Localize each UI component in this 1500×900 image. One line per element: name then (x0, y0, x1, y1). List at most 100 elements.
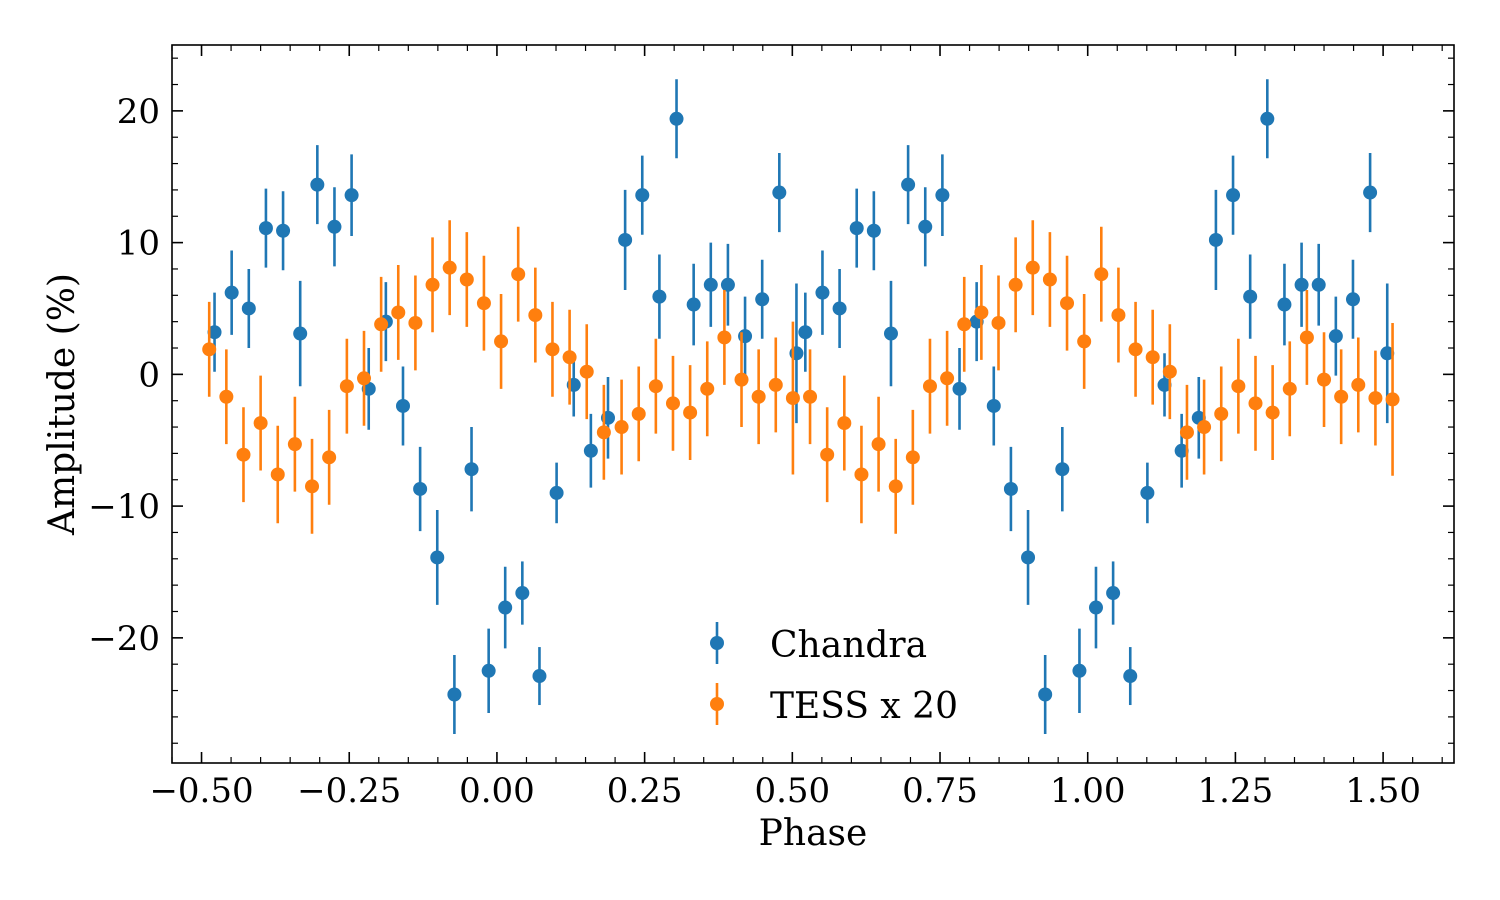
data-point (1060, 296, 1075, 311)
data-point (991, 315, 1006, 330)
data-point (1226, 188, 1241, 203)
data-point (918, 219, 933, 234)
data-point (1145, 350, 1160, 365)
data-point (669, 111, 684, 126)
data-point (1243, 289, 1258, 304)
data-point (224, 285, 239, 300)
data-point (310, 177, 325, 192)
data-point (583, 443, 598, 458)
data-point (219, 389, 234, 404)
data-point (344, 188, 359, 203)
data-point (1038, 687, 1053, 702)
data-point (772, 185, 787, 200)
data-point (1025, 260, 1040, 275)
data-point (1265, 405, 1280, 420)
y-axis-label: Amplitude (%) (42, 273, 83, 536)
x-tick-label: −0.50 (149, 771, 253, 811)
data-point (1328, 329, 1343, 344)
data-point (408, 315, 423, 330)
x-tick-label: 1.25 (1198, 771, 1274, 811)
data-point (498, 600, 513, 615)
x-tick-label: 1.00 (1050, 771, 1126, 811)
data-point (459, 272, 474, 287)
data-point (357, 371, 372, 386)
data-point (1077, 334, 1092, 349)
data-point (1311, 277, 1326, 292)
plot-frame (171, 44, 1455, 764)
y-tick-label: 0 (138, 355, 160, 395)
data-point (1140, 485, 1155, 500)
data-point (935, 188, 950, 203)
data-point (866, 223, 881, 238)
data-point (1008, 277, 1023, 292)
data-point (305, 479, 320, 494)
legend-entry-tess: TESS x 20 (710, 683, 958, 727)
y-tick-label: 10 (117, 224, 160, 264)
data-point (652, 289, 667, 304)
data-point (974, 305, 989, 320)
data-point (1174, 443, 1189, 458)
y-tick-label: −10 (88, 487, 160, 527)
data-point (1351, 377, 1366, 392)
data-point (854, 467, 869, 482)
data-point (1055, 462, 1070, 477)
data-point (1042, 272, 1057, 287)
data-point (515, 586, 530, 601)
data-point (442, 260, 457, 275)
data-point (395, 398, 410, 413)
x-tick-label: 0.00 (459, 771, 535, 811)
data-point (549, 485, 564, 500)
data-point (635, 188, 650, 203)
legend-label-chandra: Chandra (770, 625, 927, 666)
data-point (922, 379, 937, 394)
data-point (888, 479, 903, 494)
data-point (1021, 550, 1036, 565)
series-chandra (207, 79, 1395, 735)
data-point (720, 277, 735, 292)
data-point (464, 462, 479, 477)
data-point (1385, 392, 1400, 407)
data-point (883, 326, 898, 341)
data-point (1277, 297, 1292, 312)
data-point (425, 277, 440, 292)
data-point (1128, 342, 1143, 357)
x-tick-label: −0.25 (297, 771, 401, 811)
data-point (901, 177, 916, 192)
data-point (481, 663, 496, 678)
data-point (820, 447, 835, 462)
data-point (871, 437, 886, 452)
data-point (1299, 330, 1314, 345)
data-point (413, 481, 428, 496)
data-point (1260, 111, 1275, 126)
data-point (1088, 600, 1103, 615)
data-point (755, 292, 770, 307)
legend-marker-tess (710, 697, 724, 711)
data-point (1157, 377, 1172, 392)
x-tick-label: 1.50 (1345, 771, 1421, 811)
data-point (940, 371, 955, 386)
data-point (494, 334, 509, 349)
data-point (1368, 391, 1383, 406)
data-point (322, 450, 337, 465)
data-point (837, 416, 852, 431)
data-point (789, 346, 804, 361)
data-point (905, 450, 920, 465)
data-point (276, 223, 291, 238)
data-point (1294, 277, 1309, 292)
data-point (1072, 663, 1087, 678)
data-point (815, 285, 830, 300)
data-point (287, 437, 302, 452)
data-point (1282, 381, 1297, 396)
data-point (686, 297, 701, 312)
data-point (803, 389, 818, 404)
x-tick-labels: −0.50 −0.25 0.00 0.25 0.50 0.75 1.00 1.25 1.50 (149, 771, 1421, 811)
data-point (528, 308, 543, 323)
data-point (327, 219, 342, 234)
x-tick-label: 0.75 (902, 771, 978, 811)
data-point (1111, 308, 1126, 323)
y-tick-label: 20 (117, 92, 160, 132)
data-point (1334, 389, 1349, 404)
data-point (1208, 232, 1223, 247)
data-point (734, 372, 749, 387)
x-tick-label: 0.25 (607, 771, 683, 811)
